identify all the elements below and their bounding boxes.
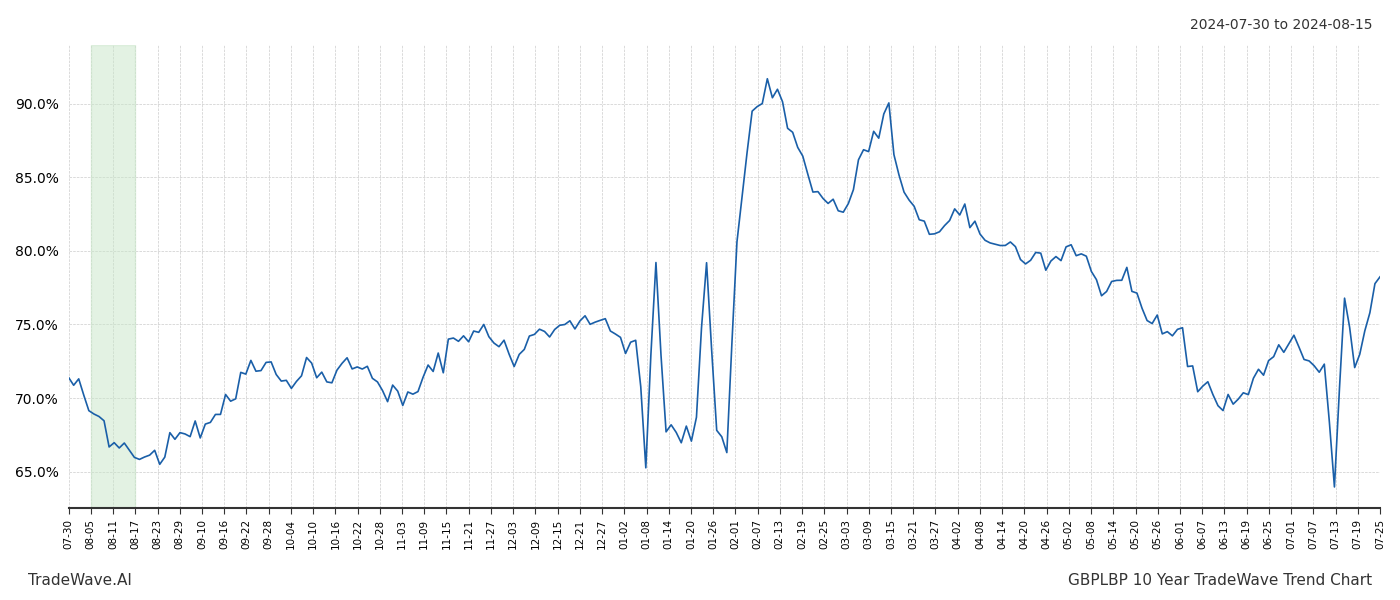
Bar [91,45,136,508]
Text: 2024-07-30 to 2024-08-15: 2024-07-30 to 2024-08-15 [1190,18,1372,32]
Text: TradeWave.AI: TradeWave.AI [28,573,132,588]
Text: GBPLBP 10 Year TradeWave Trend Chart: GBPLBP 10 Year TradeWave Trend Chart [1068,573,1372,588]
